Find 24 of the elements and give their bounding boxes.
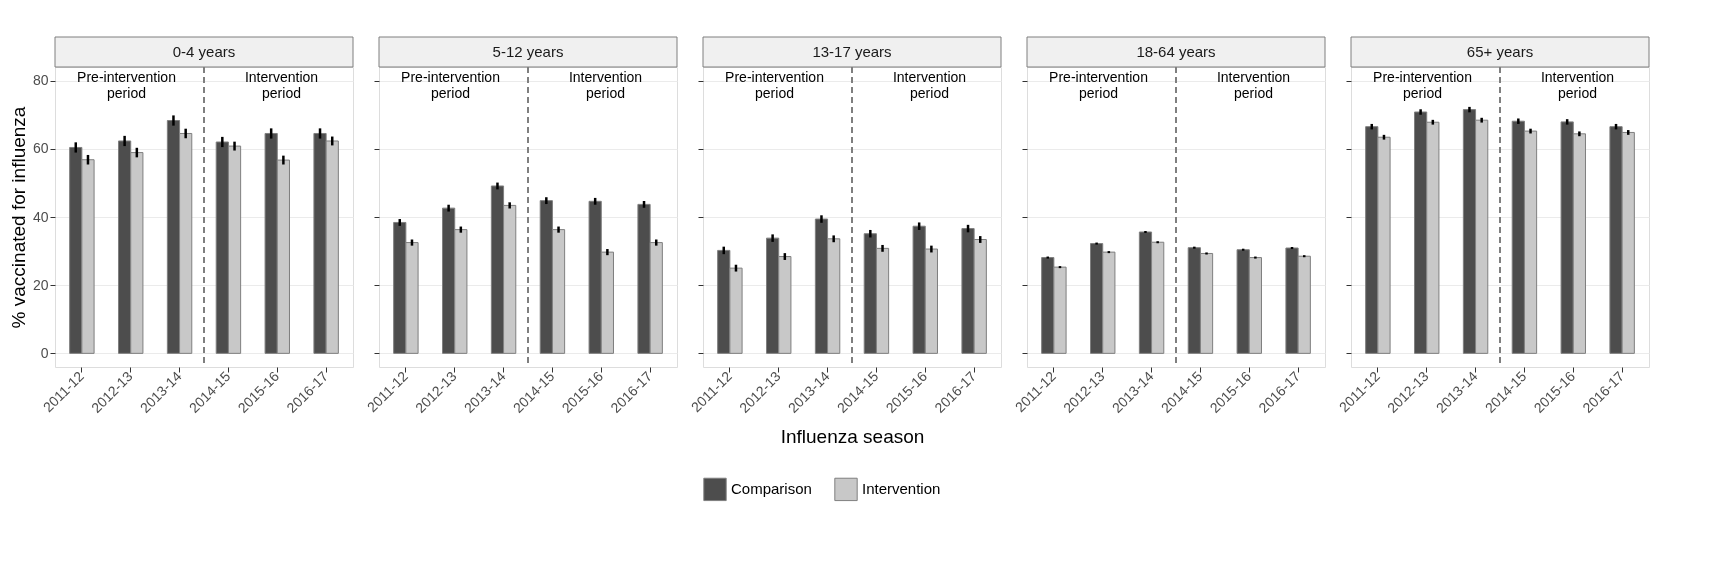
- annotation: Intervention period: [1216, 69, 1291, 101]
- annotation: Pre-intervention period: [401, 69, 500, 101]
- y-tick-label: 20: [32, 276, 49, 293]
- chart-title: 18-64 years: [1136, 43, 1216, 60]
- chart-title: 13-17 years: [812, 43, 892, 60]
- y-tick-label: 60: [32, 140, 49, 157]
- x-axis-title: Influenza season: [780, 425, 925, 447]
- annotation: Pre-intervention period: [1049, 69, 1148, 101]
- annotation: Intervention period: [244, 69, 319, 101]
- annotation: Intervention period: [1540, 69, 1615, 101]
- y-tick-label: 80: [32, 72, 49, 89]
- y-axis-title: % vaccinated for influenza: [7, 106, 29, 329]
- chart-title: 65+ years: [1466, 43, 1534, 60]
- annotation: Pre-intervention period: [1373, 69, 1472, 101]
- annotation: Intervention period: [568, 69, 643, 101]
- annotation: Pre-intervention period: [725, 69, 824, 101]
- legend-label: Intervention: [862, 480, 941, 498]
- annotation: Pre-intervention period: [77, 69, 176, 101]
- annotation: Intervention period: [892, 69, 967, 101]
- chart-title: 5-12 years: [492, 43, 564, 60]
- legend-label: Comparison: [731, 480, 812, 498]
- y-tick-label: 0: [40, 344, 49, 361]
- y-tick-label: 40: [32, 208, 49, 225]
- chart-title: 0-4 years: [172, 43, 236, 60]
